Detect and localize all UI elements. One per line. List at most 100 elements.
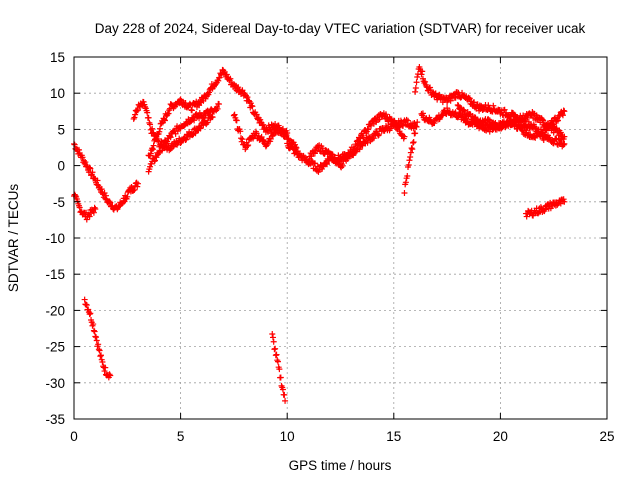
data-point	[561, 198, 568, 205]
data-point	[101, 368, 108, 375]
data-point	[478, 102, 485, 109]
data-point	[272, 345, 279, 352]
data-point	[466, 95, 473, 102]
data-point	[131, 114, 138, 121]
data-point	[215, 77, 222, 84]
data-point	[422, 78, 429, 85]
data-point	[134, 107, 141, 114]
data-point	[279, 386, 286, 393]
data-point	[92, 333, 99, 340]
data-point	[405, 117, 412, 124]
data-point	[124, 193, 131, 200]
data-point	[406, 157, 413, 164]
x-tick-label: 15	[386, 429, 401, 444]
data-point	[401, 189, 408, 196]
data-point	[244, 143, 251, 150]
series-arc-c	[122, 179, 141, 202]
data-point	[521, 116, 528, 123]
data-point	[249, 103, 256, 110]
data-point	[152, 157, 159, 164]
y-tick-label: 15	[50, 50, 65, 65]
data-point	[346, 152, 353, 159]
data-point	[560, 141, 567, 148]
data-point	[407, 154, 414, 161]
data-point	[208, 107, 215, 114]
series-arc-b	[71, 191, 99, 223]
data-point	[423, 83, 430, 90]
data-point	[134, 183, 141, 190]
data-point	[391, 117, 398, 124]
data-point	[414, 73, 421, 80]
data-point	[188, 107, 195, 114]
data-point	[164, 138, 171, 145]
data-point	[167, 134, 174, 141]
data-point	[460, 106, 467, 113]
data-point	[130, 115, 137, 122]
data-point	[388, 117, 395, 124]
data-point	[245, 142, 252, 149]
series-arc-m	[412, 64, 568, 150]
series-arc-o	[454, 102, 568, 143]
data-point	[244, 94, 251, 101]
data-point	[557, 129, 564, 136]
data-point	[82, 159, 89, 166]
data-point	[561, 108, 568, 115]
y-tick-label: 10	[50, 86, 65, 101]
data-point	[161, 117, 168, 124]
data-point	[191, 117, 198, 124]
y-axis-label: SDTVAR / TECUs	[6, 184, 21, 293]
data-point	[274, 357, 281, 364]
data-point	[409, 139, 416, 146]
data-point	[131, 186, 138, 193]
x-axis-label: GPS time / hours	[289, 458, 392, 473]
data-point	[311, 160, 318, 167]
data-point	[401, 133, 408, 140]
data-point	[92, 206, 99, 213]
y-tick-label: -15	[45, 267, 65, 282]
data-point	[459, 111, 466, 118]
data-point	[503, 109, 510, 116]
x-tick-label: 5	[177, 429, 185, 444]
y-tick-label: -30	[45, 376, 65, 391]
x-tick-label: 20	[493, 429, 508, 444]
data-point	[90, 327, 97, 334]
data-point	[452, 109, 459, 116]
data-point	[87, 165, 94, 172]
data-point	[411, 120, 418, 127]
data-point	[90, 321, 97, 328]
data-point	[407, 149, 414, 156]
data-point	[410, 139, 417, 146]
data-point	[233, 117, 240, 124]
data-point	[149, 146, 156, 153]
series-arc-h	[230, 111, 291, 153]
data-point	[382, 111, 389, 118]
data-point	[79, 154, 86, 161]
data-point	[86, 164, 93, 171]
data-point	[311, 150, 318, 157]
data-point	[554, 117, 561, 124]
y-tick-label: -25	[45, 340, 65, 355]
data-point	[209, 108, 216, 115]
data-point	[331, 155, 338, 162]
data-point	[149, 125, 156, 132]
data-point	[83, 216, 90, 223]
series-arc-d	[81, 296, 114, 381]
series-arc-g	[145, 106, 216, 175]
data-point	[83, 302, 90, 309]
data-point	[320, 163, 327, 170]
data-point	[209, 114, 216, 121]
data-point	[95, 341, 102, 348]
data-point	[490, 102, 497, 109]
data-point	[91, 328, 98, 335]
data-point	[263, 142, 270, 149]
data-point	[518, 123, 525, 130]
data-point	[408, 145, 415, 152]
x-tick-labels: 0 5 10 15 20 25	[70, 429, 614, 444]
data-point	[235, 84, 242, 91]
data-point	[561, 133, 568, 140]
y-tick-labels: -35 -30 -25 -20 -15 -10 -5 0 5 10 15	[45, 50, 65, 427]
data-point	[223, 71, 230, 78]
data-point	[140, 98, 147, 105]
data-point	[227, 75, 234, 82]
